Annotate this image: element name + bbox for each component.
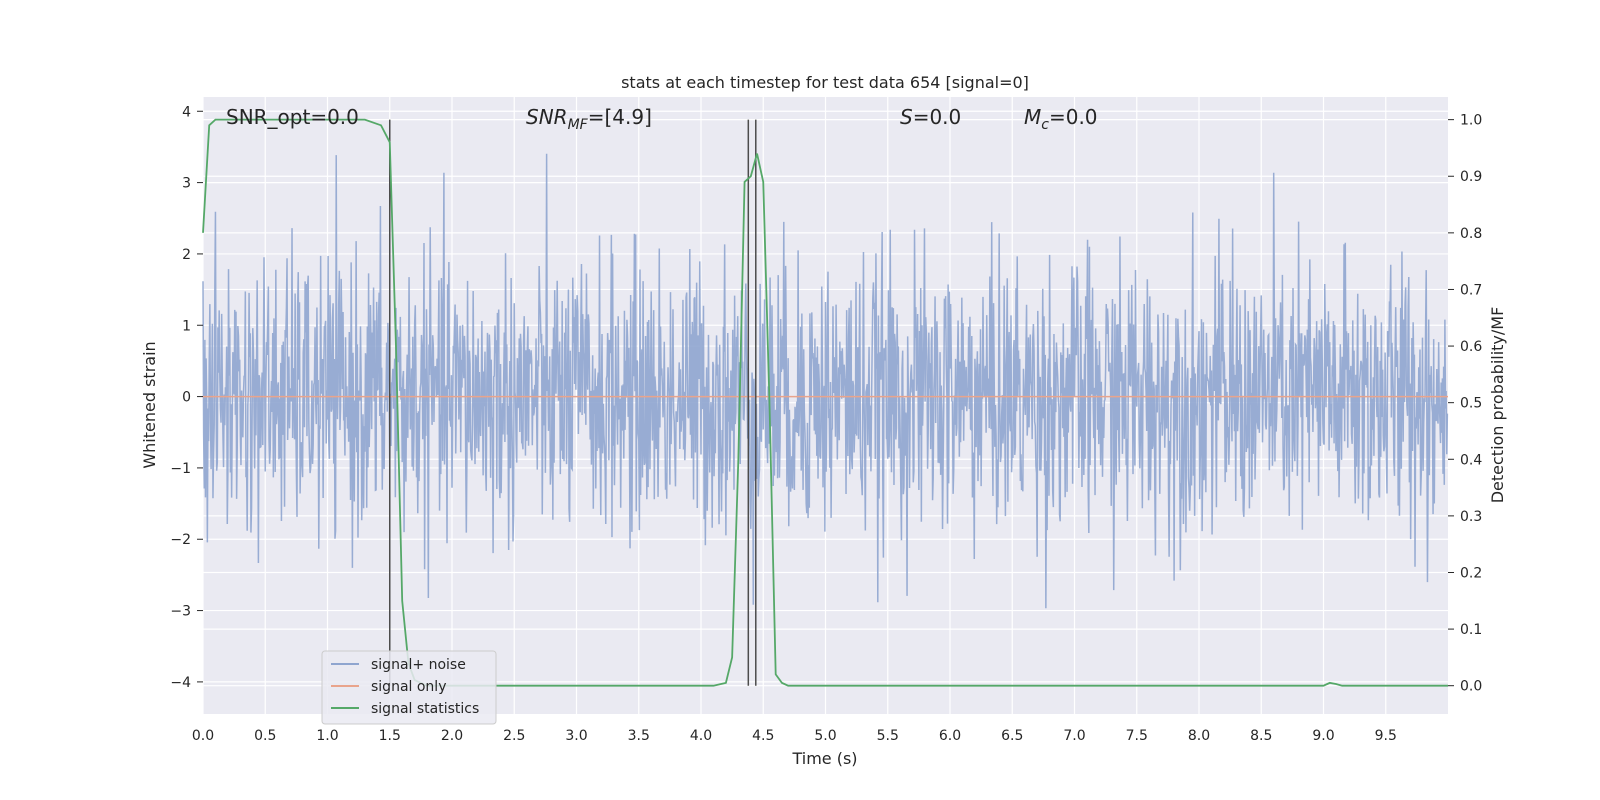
x-tick-label: 7.5 [1126,728,1148,744]
annotation-snr-opt: SNR_opt=0.0 [226,105,359,129]
right-y-tick-label: 0.8 [1460,226,1482,242]
x-tick-label: 7.0 [1063,728,1085,744]
signal-statistics-line [202,118,1448,687]
left-y-tick-label: 2 [182,247,191,263]
x-tick-label: 5.0 [814,728,836,744]
x-tick-label: 5.5 [877,728,899,744]
x-tick-label: 1.0 [316,728,338,744]
mc-sub: c [1041,117,1049,133]
legend-label-noise: signal+ noise [371,657,466,673]
right-y-tick-label: 1.0 [1460,113,1482,129]
x-tick-label: 3.0 [565,728,587,744]
snr-mf-base: SNR [526,105,568,129]
s-value: =0.0 [913,105,962,129]
legend: signal+ noise signal only signal statist… [321,650,497,725]
x-axis-ticks: 0.0 0.5 1.0 1.5 2.0 2.5 3.0 3.5 4.0 4.5 5.0 5.5 6.0 6… [192,728,1397,744]
left-y-axis-label: Whitened strain [140,341,159,468]
left-y-tick-label: 0 [182,390,191,406]
x-tick-label: 1.5 [379,728,401,744]
snr-mf-value: =[4.9] [588,105,652,129]
legend-label-signal-only: signal only [371,679,446,695]
right-y-tick-label: 0.4 [1460,452,1482,468]
right-y-axis-label: Detection probability/MF [1488,307,1507,504]
right-y-tick-label: 0.7 [1460,282,1482,298]
x-tick-label: 8.5 [1250,728,1272,744]
vertical-markers [389,119,757,686]
x-tick-label: 4.5 [752,728,774,744]
legend-label-signal-statistics: signal statistics [371,701,479,717]
mc-base: M [1024,105,1041,129]
snr-mf-sub: MF [568,117,589,133]
right-y-tick-label: 0.6 [1460,339,1482,355]
annotation-snr-mf: SNRMF=[4.9] [526,105,652,133]
right-y-tick-label: 0.9 [1460,169,1482,185]
x-tick-label: 6.0 [939,728,961,744]
chart-title: stats at each timestep for test data 654… [621,73,1029,92]
left-y-tick-label: 4 [182,104,191,120]
s-var: S [900,105,913,129]
left-y-tick-label: −2 [170,532,191,548]
left-y-tick-label: 3 [182,176,191,192]
x-tick-label: 0.5 [254,728,276,744]
right-y-axis-ticks: 1.0 0.9 0.8 0.7 0.6 0.5 0.4 0.3 0.2 0.1 0.0 [1448,113,1482,695]
left-y-axis-ticks: 4 3 2 1 0 −1 −2 −3 −4 [170,104,203,691]
mc-value: =0.0 [1049,105,1098,129]
x-tick-label: 2.0 [441,728,463,744]
annotation-s: S=0.0 [900,105,961,129]
left-y-tick-label: −3 [170,604,191,620]
right-y-tick-label: 0.3 [1460,509,1482,525]
legend-box [321,650,497,725]
signal-plus-noise-line [202,153,1449,609]
right-y-tick-label: 0.2 [1460,565,1482,581]
x-tick-label: 3.5 [628,728,650,744]
x-tick-label: 9.5 [1375,728,1397,744]
right-y-tick-label: 0.1 [1460,622,1482,638]
x-axis-label: Time (s) [791,749,857,768]
x-tick-label: 2.5 [503,728,525,744]
right-y-tick-label: 0.0 [1460,679,1482,695]
x-tick-label: 9.0 [1312,728,1334,744]
left-y-tick-label: −4 [170,675,191,691]
annotation-mc: Mc=0.0 [1024,105,1098,133]
x-tick-label: 0.0 [192,728,214,744]
left-y-tick-label: 1 [182,318,191,334]
right-y-tick-label: 0.5 [1460,396,1482,412]
left-y-tick-label: −1 [170,461,191,477]
x-tick-label: 8.0 [1188,728,1210,744]
x-tick-label: 4.0 [690,728,712,744]
noise-series [202,153,1449,609]
x-tick-label: 6.5 [1001,728,1023,744]
